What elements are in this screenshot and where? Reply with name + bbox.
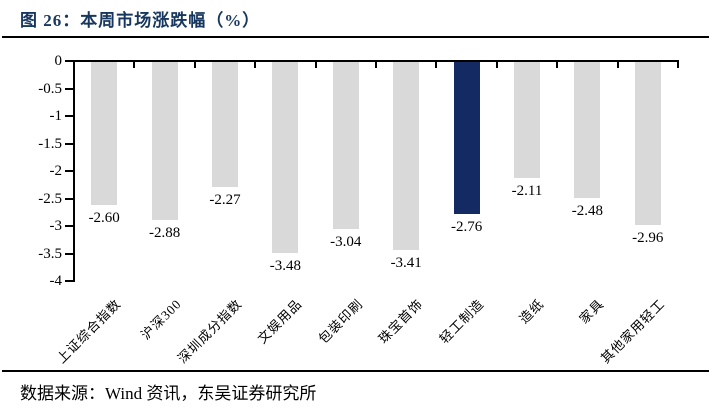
y-axis-tick (65, 197, 73, 200)
x-axis-category-label: 沪深300 (138, 296, 185, 343)
bar-value-label: -2.60 (88, 210, 120, 226)
x-axis-category-label: 造纸 (516, 296, 547, 327)
x-axis-tick (677, 62, 679, 68)
bar (574, 62, 601, 199)
bar-value-label: -2.88 (148, 225, 181, 242)
y-axis-tick (65, 60, 73, 62)
x-axis-tick (193, 62, 196, 68)
y-axis-tick-label: -2 (49, 163, 63, 179)
x-axis-tick (495, 62, 498, 68)
x-axis-tick (556, 62, 559, 68)
x-axis-tick (314, 62, 317, 68)
title-divider (2, 36, 709, 38)
x-axis-category-label: 珠宝首饰 (375, 296, 426, 347)
y-axis-tick-label: -4 (49, 273, 63, 289)
bar-value-label: -2.76 (450, 218, 483, 235)
x-axis-tick (375, 62, 377, 68)
bar-value-label: -2.11 (511, 183, 543, 200)
x-axis-tick (133, 62, 136, 68)
y-axis-tick-label: -0.5 (38, 80, 62, 97)
bar (332, 62, 359, 230)
x-axis-category-label: 文娱用品 (254, 296, 306, 347)
y-axis-tick (65, 225, 73, 227)
bar-value-label: -2.96 (632, 229, 664, 246)
y-axis-tick (65, 170, 73, 172)
bar (91, 62, 118, 205)
y-axis-tick-label: -3.5 (38, 245, 62, 262)
y-axis-tick-label: -1 (49, 108, 63, 124)
bar (393, 62, 420, 250)
x-axis-category-label: 上证综合指数 (53, 296, 124, 367)
x-axis-category-label: 深圳成分指数 (174, 296, 245, 367)
y-axis-tick (65, 142, 73, 145)
bar-value-label: -3.41 (390, 254, 422, 271)
bar-value-label: -2.27 (209, 191, 241, 208)
x-axis-tick (616, 62, 619, 68)
y-axis-tick (65, 115, 73, 117)
bar (514, 62, 540, 179)
footer-divider (2, 370, 709, 372)
x-axis-line (73, 60, 679, 62)
y-axis-tick (65, 252, 73, 255)
bar (634, 62, 661, 225)
chart-canvas: 0 -0.5 -1 -1.5 -2 -2.5 -3 -3.5 -4 -2.60 上证综合指数 -2.8… (38, 53, 679, 367)
x-axis-category-label: 家具 (576, 296, 608, 327)
y-axis-line (73, 60, 75, 282)
y-axis-tick-label: 0 (54, 53, 63, 69)
bar-value-label: -3.48 (269, 258, 302, 275)
x-axis-category-label: 其他家用轻工 (597, 296, 668, 367)
y-axis-tick-label: -2.5 (38, 190, 62, 207)
y-axis-tick-label: -3 (49, 218, 63, 234)
y-axis-tick (65, 87, 73, 90)
bar (212, 62, 238, 187)
bar (272, 62, 299, 254)
bar (151, 62, 178, 221)
x-axis-category-label: 包装印刷 (315, 296, 366, 347)
bar-highlighted (453, 62, 480, 214)
x-axis-tick (254, 62, 257, 68)
bar-value-label: -3.04 (330, 234, 362, 251)
bar-value-label: -2.48 (571, 203, 604, 220)
y-axis-tick (65, 280, 73, 282)
x-axis-category-label: 轻工制造 (436, 296, 487, 347)
figure-title: 图 26：本周市场涨跌幅（%） (20, 11, 261, 30)
y-axis-tick-label: -1.5 (38, 135, 62, 152)
data-source-note: 数据来源：Wind 资讯，东吴证券研究所 (20, 384, 317, 403)
x-axis-tick (435, 62, 438, 68)
